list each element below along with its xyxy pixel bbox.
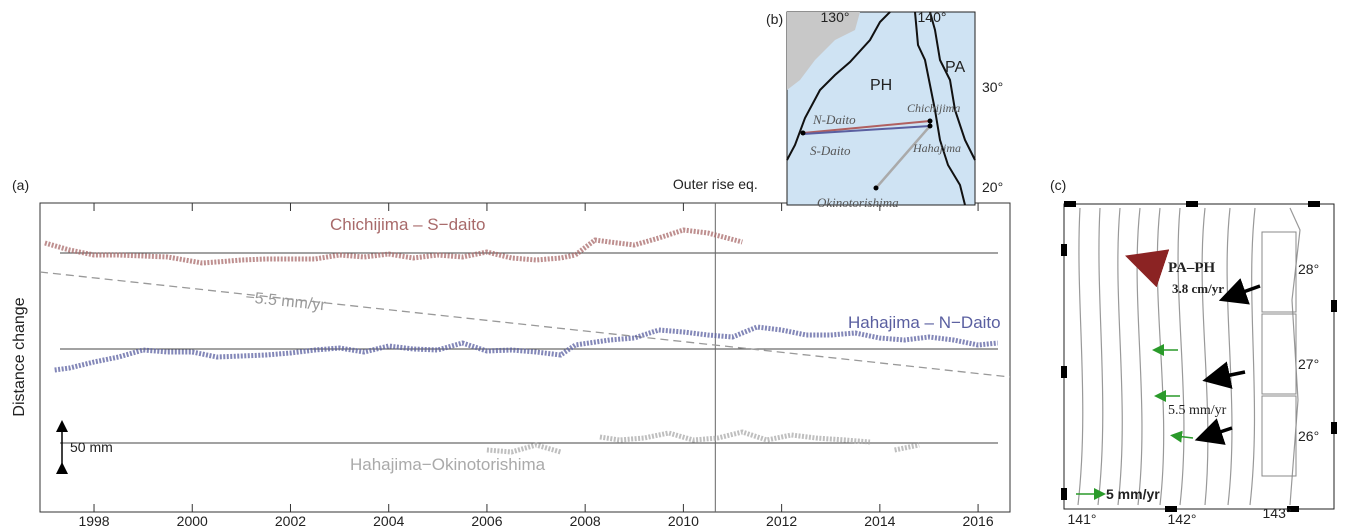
station — [873, 185, 879, 191]
x-tick-label: 2000 — [177, 513, 208, 527]
panel-label: (a) — [12, 177, 29, 193]
station — [927, 118, 933, 124]
station-label: S-Daito — [810, 143, 851, 158]
station-label: Hahajima — [912, 141, 961, 155]
plate-rate-label: 3.8 cm/yr — [1172, 281, 1224, 296]
lon-label: 142° — [1168, 511, 1197, 527]
baseline — [802, 125, 931, 135]
x-tick-label: 2010 — [668, 513, 699, 527]
lat-label: 30° — [982, 79, 1003, 95]
baseline — [875, 125, 931, 189]
station-label: Okinotorishima — [817, 195, 899, 210]
model-rate-label: 5.5 mm/yr — [1168, 403, 1227, 418]
x-tick-label: 2012 — [766, 513, 797, 527]
plate-label: PA — [945, 59, 965, 76]
lon-label: 140° — [918, 9, 947, 25]
plate-label: PH — [870, 77, 892, 94]
x-tick-label: 2014 — [864, 513, 895, 527]
plate-arrow — [1125, 249, 1170, 288]
series-label: Chichijima – S−daito — [330, 215, 485, 234]
trend-line — [39, 271, 1011, 378]
station-label: Chichijima — [907, 101, 960, 115]
fault-patches — [1261, 231, 1297, 477]
slip-arrow — [1218, 278, 1261, 305]
plot-frame — [39, 202, 1011, 513]
lon-label: 130° — [821, 9, 850, 25]
series-label: Hahajima−Okinotorishima — [350, 455, 546, 474]
lat-label: 28° — [1298, 261, 1319, 277]
panel-c: (c) 28° 27° 26° 141° 142° 143° PA–PH 3.8… — [1050, 177, 1337, 527]
y-axis-label: Distance change — [11, 297, 28, 416]
plate-boundary — [929, 11, 976, 161]
map-frame — [1063, 203, 1335, 510]
panel-a: (a) Distance change 1998 2000 2002 2004 2006… — [11, 176, 1011, 529]
model-arrow — [1170, 430, 1194, 443]
plate-boundary — [786, 11, 891, 161]
plate-motion-label: PA–PH — [1168, 260, 1216, 276]
event-label: Outer rise eq. — [673, 176, 758, 192]
x-tick-label: 2002 — [275, 513, 306, 527]
series-line — [54, 324, 998, 373]
panel-b: (b) 130° 140° 30° 20° PH PA N-Daito S-Da… — [766, 9, 1003, 210]
x-tick-label: 2006 — [471, 513, 502, 527]
trend-label: −5.5 mm/yr — [245, 289, 327, 314]
plate-boundary — [914, 11, 966, 206]
station — [927, 123, 933, 129]
scale-bar-label: 50 mm — [70, 439, 113, 455]
series-label: Hahajima – N−Daito — [848, 313, 1001, 332]
x-tick-label: 2016 — [962, 513, 993, 527]
lat-label: 26° — [1298, 428, 1319, 444]
series-line — [44, 227, 743, 266]
station-label: N-Daito — [812, 112, 856, 127]
series-line — [486, 429, 920, 455]
lat-label: 20° — [982, 179, 1003, 195]
scale-rate-label: 5 mm/yr — [1106, 486, 1160, 502]
slip-arrow — [1202, 361, 1246, 389]
panel-label: (b) — [766, 11, 783, 27]
x-tick-label: 2008 — [570, 513, 601, 527]
baseline — [802, 120, 931, 134]
land — [787, 12, 860, 90]
lat-label: 27° — [1298, 356, 1319, 372]
x-tick-label: 2004 — [373, 513, 404, 527]
lon-label: 141° — [1068, 511, 1097, 527]
station — [800, 130, 806, 136]
contours — [1077, 207, 1301, 506]
panel-label: (c) — [1050, 177, 1066, 193]
x-tick-label: 1998 — [78, 513, 109, 527]
slip-arrow — [1194, 418, 1233, 445]
lon-label: 143° — [1263, 505, 1292, 521]
